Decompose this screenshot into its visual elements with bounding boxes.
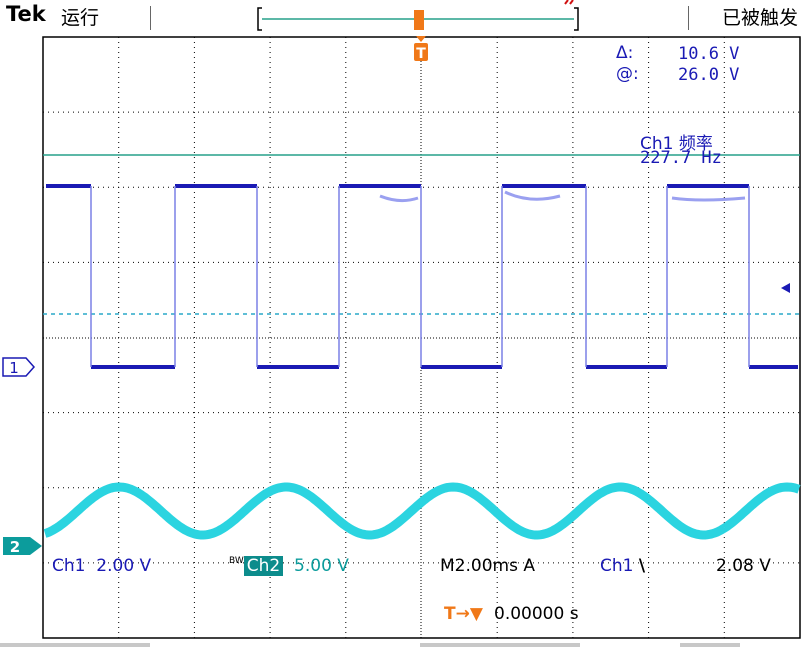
trigger-delay-icon: T→▼ [444, 604, 483, 624]
ch1-waveform [46, 184, 798, 369]
bandwidth-limit-icon: BW [229, 556, 244, 566]
ch1-ground-marker[interactable]: 1 [2, 356, 36, 378]
timebase: M2.00ms [440, 556, 518, 576]
ch1-scale: 2.00 V [96, 556, 152, 576]
ch2-label: Ch2 [243, 556, 284, 576]
separator [150, 6, 151, 30]
ch2-setting[interactable]: BW Ch2 5.00 V [229, 556, 349, 576]
measurement-label: Ch1 频率 [640, 134, 713, 154]
trigger-position-icon[interactable]: T [414, 36, 428, 62]
brand-logo: Tek [6, 2, 46, 26]
run-status: 运行 [61, 7, 100, 29]
delta-label: Δ: [616, 43, 634, 63]
softkey-tab[interactable] [680, 643, 740, 647]
falling-edge-icon: \ [638, 556, 646, 576]
ch2-waveform [43, 482, 801, 540]
at-value: 26.0 V [678, 65, 740, 85]
trigger-delay-value: 0.00000 s [494, 604, 579, 624]
record-length-bar [257, 7, 579, 31]
trigger-level-arrow-icon[interactable] [781, 283, 790, 293]
trigger-mode: A [523, 556, 535, 576]
delta-value: 10.6 V [678, 44, 740, 64]
ch2-ground-marker[interactable]: 2 [2, 535, 46, 557]
top-bar: Tek 运行 已被触发 [0, 0, 804, 36]
svg-text:T: T [416, 46, 426, 62]
trigger-setting[interactable]: Ch1 \ [600, 556, 645, 576]
timebase-setting[interactable]: M2.00ms A [440, 556, 535, 576]
trigger-source: Ch1 [600, 556, 634, 576]
red-mark-icon [564, 0, 574, 5]
softkey-tab[interactable] [0, 643, 150, 647]
ch1-setting[interactable]: Ch1 2.00 V [52, 556, 151, 576]
svg-text:2: 2 [10, 538, 20, 556]
at-label: @: [616, 64, 639, 84]
ch1-label: Ch1 [52, 556, 86, 576]
ch1-edges [90, 186, 750, 367]
record-trigger-icon [414, 10, 424, 30]
separator [688, 6, 689, 30]
svg-text:1: 1 [9, 359, 19, 377]
softkey-tab[interactable] [420, 643, 580, 647]
ch2-scale: 5.00 V [294, 556, 349, 576]
measurement-value: 227.7 Hz [640, 148, 722, 168]
trigger-status: 已被触发 [721, 7, 798, 29]
ch1-persistence [379, 190, 746, 203]
trigger-level: 2.08 V [716, 556, 771, 576]
